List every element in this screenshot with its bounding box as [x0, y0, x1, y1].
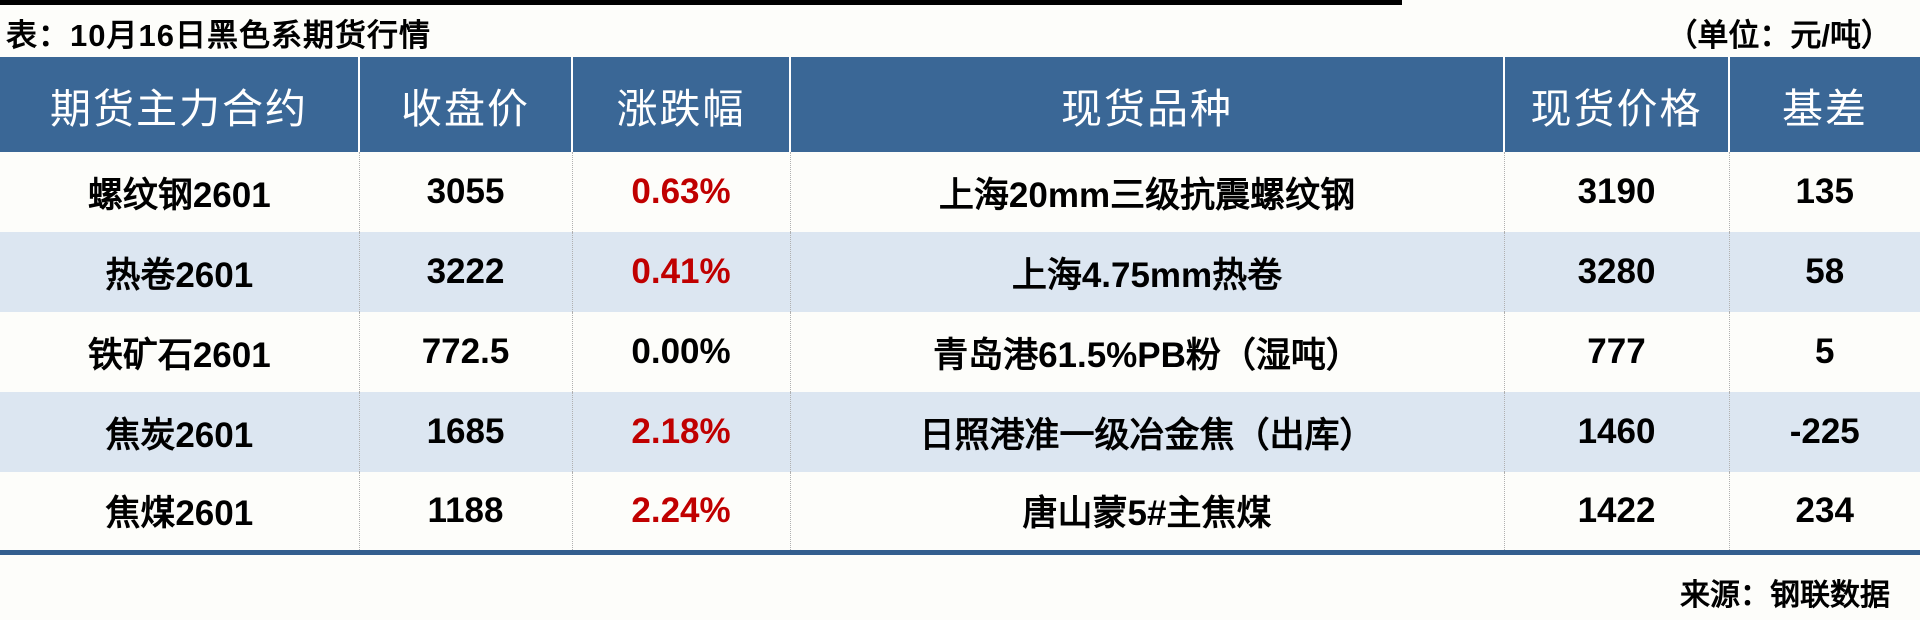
table-header: 期货主力合约 收盘价 涨跌幅 现货品种 现货价格 基差 [0, 57, 1920, 152]
cell-change: 0.00% [572, 312, 791, 392]
cell-close: 3055 [359, 152, 573, 232]
cell-spot: 青岛港61.5%PB粉（湿吨） [790, 312, 1505, 392]
table-title: 表：10月16日黑色系期货行情 [6, 18, 431, 53]
table-body: 螺纹钢2601 3055 0.63% 上海20mm三级抗震螺纹钢 3190 13… [0, 152, 1920, 552]
unit-note: （单位：元/吨） [1666, 18, 1892, 53]
cell-spot-price: 777 [1504, 312, 1730, 392]
col-header-close: 收盘价 [359, 57, 573, 152]
cell-spot: 上海20mm三级抗震螺纹钢 [790, 152, 1505, 232]
cell-spot: 唐山蒙5#主焦煤 [790, 472, 1505, 552]
col-header-contract: 期货主力合约 [0, 57, 360, 152]
cell-spot-price: 1422 [1504, 472, 1730, 552]
cell-close: 1685 [359, 392, 573, 472]
col-header-spot: 现货品种 [790, 57, 1505, 152]
title-row: 表：10月16日黑色系期货行情 （单位：元/吨） [0, 0, 1920, 57]
cell-spot-price: 3190 [1504, 152, 1730, 232]
cell-basis: 58 [1805, 252, 1845, 291]
header-row: 期货主力合约 收盘价 涨跌幅 现货品种 现货价格 基差 [0, 57, 1920, 152]
col-header-spot-price: 现货价格 [1504, 57, 1730, 152]
cell-spot-price: 3280 [1504, 232, 1730, 312]
cell-basis: -225 [1789, 412, 1860, 451]
cell-change: 0.63% [572, 152, 791, 232]
cell-spot: 日照港准一级冶金焦（出库） [790, 392, 1505, 472]
futures-price-table: 期货主力合约 收盘价 涨跌幅 现货品种 现货价格 基差 螺纹钢2601 3055… [0, 57, 1920, 555]
cell-spot: 上海4.75mm热卷 [790, 232, 1505, 312]
cell-contract: 热卷2601 [0, 232, 360, 312]
cell-basis: 135 [1795, 172, 1854, 211]
cell-contract: 焦炭2601 [0, 392, 360, 472]
table-row: 热卷2601 3222 0.41% 上海4.75mm热卷 3280 58 [0, 232, 1920, 312]
table-row: 螺纹钢2601 3055 0.63% 上海20mm三级抗震螺纹钢 3190 13… [0, 152, 1920, 232]
cell-contract: 焦煤2601 [0, 472, 360, 552]
cell-basis: 5 [1815, 332, 1835, 371]
table-row: 焦炭2601 1685 2.18% 日照港准一级冶金焦（出库） 1460 -22… [0, 392, 1920, 472]
cell-contract: 铁矿石2601 [0, 312, 360, 392]
cell-change: 2.24% [572, 472, 791, 552]
col-header-change: 涨跌幅 [572, 57, 791, 152]
data-source: 来源：钢联数据 [1680, 578, 1890, 612]
cell-close: 1188 [359, 472, 573, 552]
table-row: 焦煤2601 1188 2.24% 唐山蒙5#主焦煤 1422 234 [0, 472, 1920, 552]
cell-spot-price: 1460 [1504, 392, 1730, 472]
cell-change: 0.41% [572, 232, 791, 312]
cell-change: 2.18% [572, 392, 791, 472]
cell-contract: 螺纹钢2601 [0, 152, 360, 232]
table-row: 铁矿石2601 772.5 0.00% 青岛港61.5%PB粉（湿吨） 777 … [0, 312, 1920, 392]
cell-basis: 234 [1795, 490, 1854, 530]
col-header-basis: 基差 [1729, 57, 1920, 152]
cell-close: 772.5 [359, 312, 573, 392]
top-accent-bar [0, 0, 1402, 5]
cell-close: 3222 [359, 232, 573, 312]
